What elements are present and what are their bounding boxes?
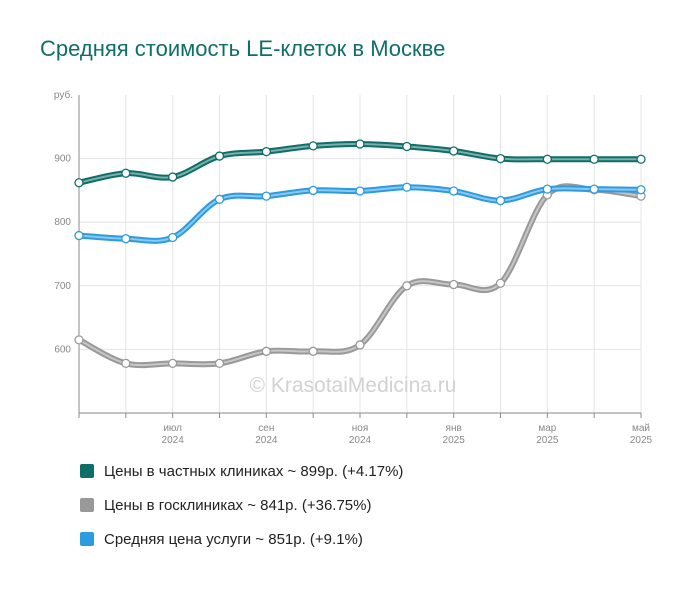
legend-item-average[interactable]: Средняя цена услуги ~ 851р. (+9.1%) bbox=[80, 530, 403, 548]
x-tick-month: мар bbox=[538, 423, 556, 434]
legend-item-public[interactable]: Цены в госклиниках ~ 841р. (+36.75%) bbox=[80, 496, 403, 514]
legend-label-public: Цены в госклиниках ~ 841р. (+36.75%) bbox=[104, 496, 372, 514]
legend-label-private: Цены в частных клиниках ~ 899р. (+4.17%) bbox=[104, 462, 404, 480]
series-1-point[interactable] bbox=[449, 186, 459, 196]
series-2-point[interactable] bbox=[121, 168, 131, 178]
y-tick-label: 600 bbox=[54, 344, 71, 355]
chart-title: Средняя стоимость LE-клеток в Москве bbox=[40, 36, 446, 61]
x-tick-year: 2025 bbox=[443, 435, 466, 446]
series-1-point[interactable] bbox=[589, 184, 599, 194]
x-tick-year: 2024 bbox=[162, 435, 185, 446]
series-2-point[interactable] bbox=[636, 154, 646, 164]
watermark: © KrasotaiMedicina.ru bbox=[250, 374, 457, 397]
series-0-point[interactable] bbox=[495, 278, 506, 288]
x-tick-year: 2024 bbox=[255, 435, 278, 446]
series-1-point[interactable] bbox=[168, 232, 178, 243]
series-0-point[interactable] bbox=[449, 279, 459, 290]
x-tick-month: янв bbox=[446, 423, 462, 434]
series-1-point[interactable] bbox=[214, 194, 225, 204]
series-1-point[interactable] bbox=[121, 234, 131, 244]
legend-swatch-private bbox=[80, 464, 94, 478]
series-0-point[interactable] bbox=[74, 335, 84, 345]
series-2-point[interactable] bbox=[214, 151, 225, 161]
y-tick-label: 800 bbox=[54, 217, 71, 228]
series-1-point[interactable] bbox=[495, 195, 506, 206]
series-0-point[interactable] bbox=[355, 340, 365, 350]
y-tick-label: 700 bbox=[54, 281, 71, 292]
x-tick-month: сен bbox=[258, 423, 274, 434]
series-1-point[interactable] bbox=[308, 185, 318, 196]
series-0-point[interactable] bbox=[261, 346, 271, 356]
x-tick-month: ноя bbox=[352, 423, 369, 434]
series-2-point[interactable] bbox=[308, 141, 318, 151]
series-2-point[interactable] bbox=[355, 139, 365, 149]
series-1-point[interactable] bbox=[355, 186, 365, 196]
series-1-point[interactable] bbox=[636, 185, 646, 195]
series-0-point[interactable] bbox=[168, 358, 178, 369]
axes: 600700800900руб.июл2024сен2024ноя2024янв… bbox=[54, 89, 653, 446]
series-2-point[interactable] bbox=[449, 146, 459, 156]
series-1-point[interactable] bbox=[74, 230, 84, 241]
series-0-point[interactable] bbox=[308, 346, 318, 356]
series-1-point[interactable] bbox=[402, 182, 412, 192]
series-2-point[interactable] bbox=[589, 154, 599, 164]
series-2-point[interactable] bbox=[402, 141, 412, 152]
legend-swatch-public bbox=[80, 498, 94, 512]
x-tick-year: 2025 bbox=[630, 435, 653, 446]
series-2-point[interactable] bbox=[495, 153, 506, 164]
legend: Цены в частных клиниках ~ 899р. (+4.17%)… bbox=[80, 462, 403, 564]
series-1-point[interactable] bbox=[261, 191, 271, 201]
series-2-point[interactable] bbox=[542, 154, 552, 164]
series-2-point[interactable] bbox=[261, 146, 271, 157]
x-tick-month: июл bbox=[163, 423, 182, 434]
legend-swatch-average bbox=[80, 532, 94, 546]
x-tick-year: 2024 bbox=[349, 435, 372, 446]
x-tick-month: май bbox=[632, 423, 650, 434]
series-0-point[interactable] bbox=[402, 281, 412, 291]
series-points bbox=[74, 139, 646, 369]
y-tick-label: 900 bbox=[54, 154, 71, 165]
y-unit-label: руб. bbox=[54, 89, 73, 101]
series-1-point[interactable] bbox=[542, 184, 552, 194]
series-2-point[interactable] bbox=[74, 178, 84, 188]
legend-item-private[interactable]: Цены в частных клиниках ~ 899р. (+4.17%) bbox=[80, 462, 403, 480]
series-2-point[interactable] bbox=[168, 172, 178, 182]
series-0-point[interactable] bbox=[214, 358, 225, 369]
x-tick-year: 2025 bbox=[536, 435, 559, 446]
legend-label-average: Средняя цена услуги ~ 851р. (+9.1%) bbox=[104, 530, 363, 548]
series-0-point[interactable] bbox=[121, 358, 131, 369]
